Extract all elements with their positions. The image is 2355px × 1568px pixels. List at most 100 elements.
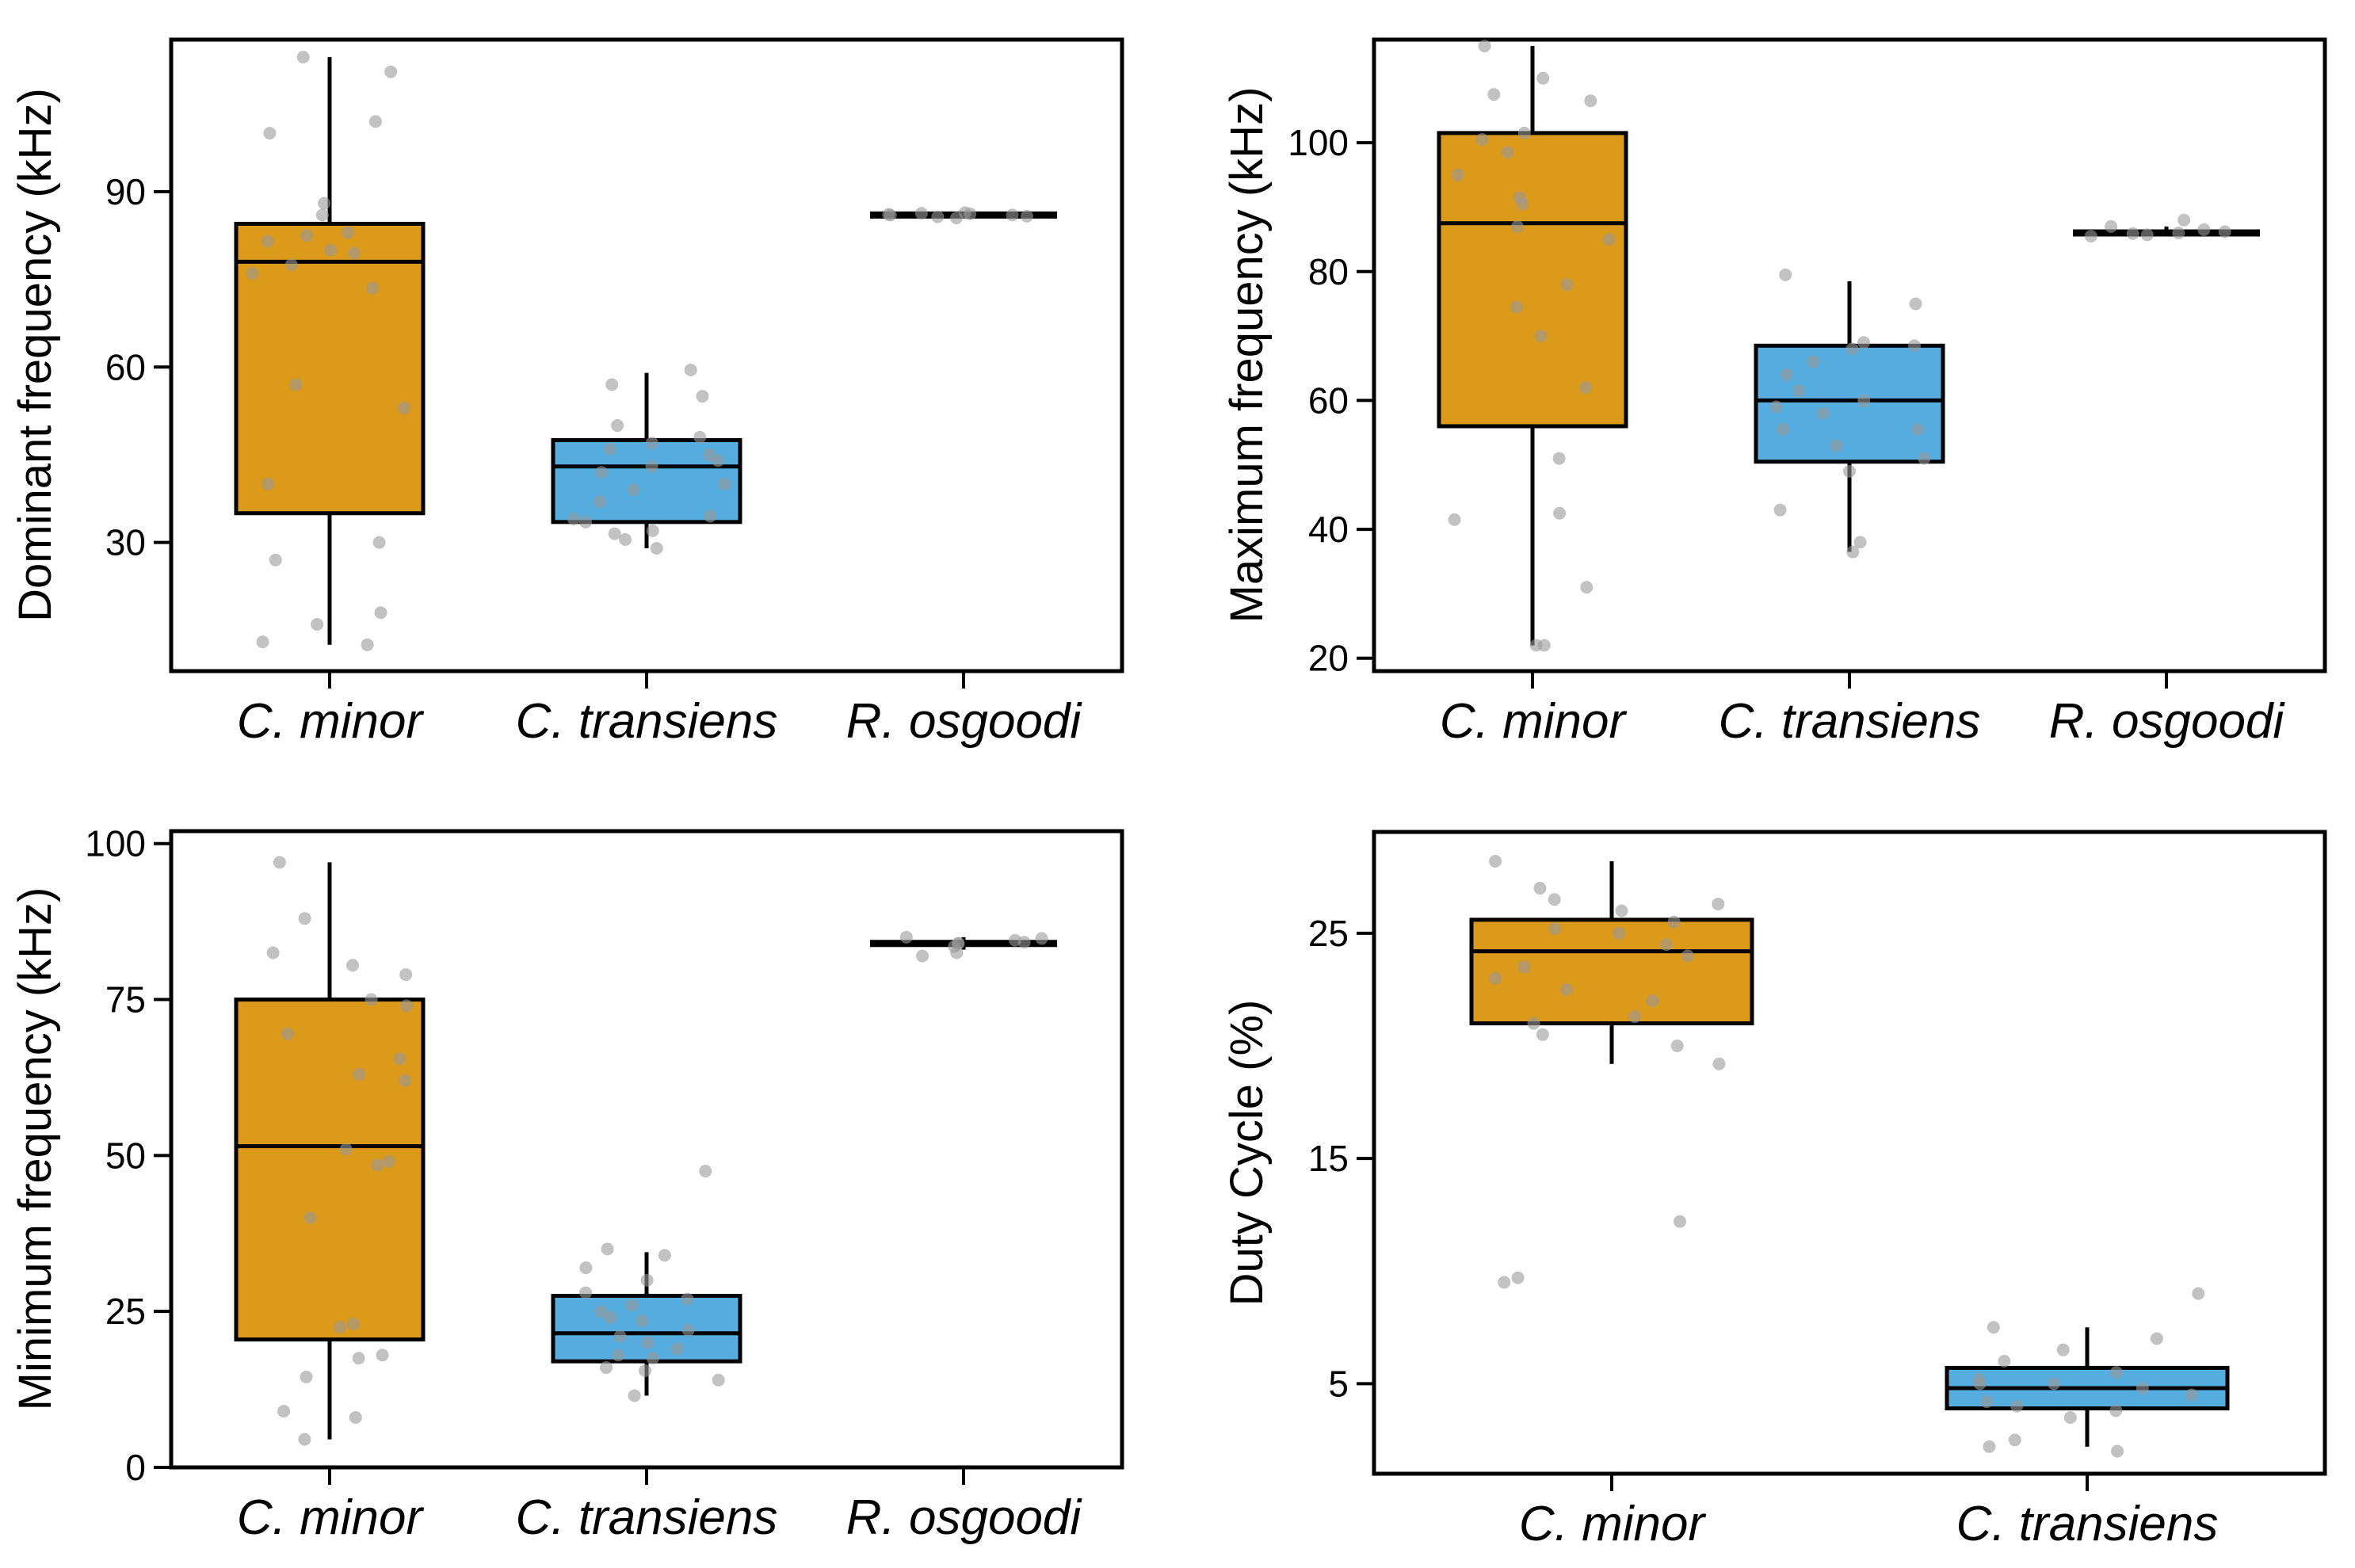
data-point (952, 937, 965, 950)
data-point (2056, 1343, 2070, 1356)
data-point (1009, 933, 1022, 947)
data-point (315, 208, 329, 222)
data-point (1842, 464, 1856, 478)
data-point (1511, 1271, 1525, 1284)
box-c--minor (234, 51, 426, 651)
data-point (1035, 932, 1048, 945)
y-axis-title: Duty Cycle (%) (1221, 1000, 1273, 1307)
data-point (1534, 330, 1548, 343)
x-axis: C. minor C. transiens (1519, 1474, 2219, 1551)
data-point (914, 207, 928, 220)
data-point (696, 390, 709, 403)
data-point (266, 946, 280, 959)
plot-area (234, 51, 1057, 651)
data-point (1560, 278, 1574, 292)
data-point (628, 1389, 641, 1402)
data-point (1857, 394, 1871, 407)
box-c--minor (1437, 40, 1628, 652)
data-point (349, 1411, 362, 1425)
box-c--minor (234, 856, 426, 1446)
y-tick-label: 40 (1308, 509, 1349, 550)
y-tick-label: 15 (1308, 1138, 1349, 1179)
data-point (567, 513, 580, 526)
box-c--transiens (1945, 1287, 2230, 1458)
data-point (300, 1370, 313, 1383)
data-point (1779, 268, 1792, 281)
data-point (1681, 949, 1694, 963)
data-point (346, 1317, 360, 1330)
data-point (2109, 1404, 2123, 1417)
data-point (1536, 71, 1550, 85)
data-point (1845, 342, 1859, 356)
data-point (365, 993, 378, 1006)
y-tick-label: 100 (85, 823, 146, 864)
y-axis: 30 60 90 (105, 171, 171, 563)
data-point (639, 1364, 652, 1377)
data-point (646, 1352, 659, 1365)
data-point (382, 1155, 395, 1169)
data-point (303, 1211, 317, 1225)
data-point (1579, 381, 1593, 395)
data-point (636, 1314, 649, 1327)
data-point (594, 494, 607, 508)
data-point (1972, 1372, 1986, 1386)
data-point (595, 466, 609, 479)
y-tick-label: 25 (1308, 913, 1349, 954)
data-point (1777, 423, 1790, 437)
data-point (2197, 223, 2211, 236)
data-point (353, 1068, 366, 1082)
data-point (1773, 503, 1787, 517)
data-point (1780, 368, 1793, 381)
box-c--transiens (1754, 268, 1945, 559)
x-category-label: R. osgoodi (2049, 694, 2286, 749)
x-category-label: C. minor (237, 1490, 425, 1545)
box-c--transiens (551, 1165, 742, 1402)
data-point (263, 127, 277, 140)
data-point (1552, 452, 1566, 465)
data-point (601, 1242, 614, 1256)
data-point (1020, 209, 1033, 223)
x-category-label: C. minor (1440, 694, 1628, 749)
y-tick-label: 25 (105, 1291, 146, 1332)
data-point (2218, 225, 2231, 238)
data-point (1830, 439, 1843, 452)
panel-maximum-frequency: 20 40 60 80 100 C. minor C. transiens R. osgoo… (1221, 37, 2327, 749)
data-point (1517, 126, 1531, 139)
data-point (1548, 922, 1562, 936)
y-tick-label: 80 (1308, 251, 1349, 292)
data-point (608, 527, 621, 540)
data-point (2109, 1366, 2123, 1379)
data-point (1769, 400, 1783, 414)
plot-area (1469, 854, 2230, 1458)
data-point (645, 460, 658, 473)
data-point (703, 448, 716, 461)
data-point (1006, 208, 1019, 222)
data-point (352, 1352, 365, 1365)
data-point (1501, 146, 1514, 159)
data-point (650, 542, 663, 555)
data-point (579, 1286, 593, 1299)
data-point (1533, 882, 1547, 895)
data-point (1487, 88, 1501, 101)
data-point (1659, 938, 1673, 952)
data-point (670, 1342, 684, 1356)
data-point (399, 1074, 412, 1087)
y-axis: 20 40 60 80 100 (1288, 122, 1374, 679)
data-point (605, 378, 619, 391)
data-point (693, 430, 707, 444)
data-point (2084, 230, 2097, 243)
data-point (1712, 897, 1725, 910)
data-point (345, 959, 359, 972)
data-point (1580, 581, 1594, 594)
x-axis: C. minor C. transiens R. osgoodi (237, 671, 1082, 749)
x-category-label: C. transiens (1956, 1497, 2219, 1551)
data-point (1478, 40, 1491, 53)
data-point (603, 442, 616, 456)
data-point (1517, 960, 1531, 974)
x-axis: C. minor C. transiens R. osgoodi (1440, 671, 2286, 749)
data-point (625, 1299, 639, 1312)
data-point (1489, 854, 1502, 868)
y-tick-label: 100 (1288, 122, 1349, 163)
data-point (882, 208, 895, 221)
